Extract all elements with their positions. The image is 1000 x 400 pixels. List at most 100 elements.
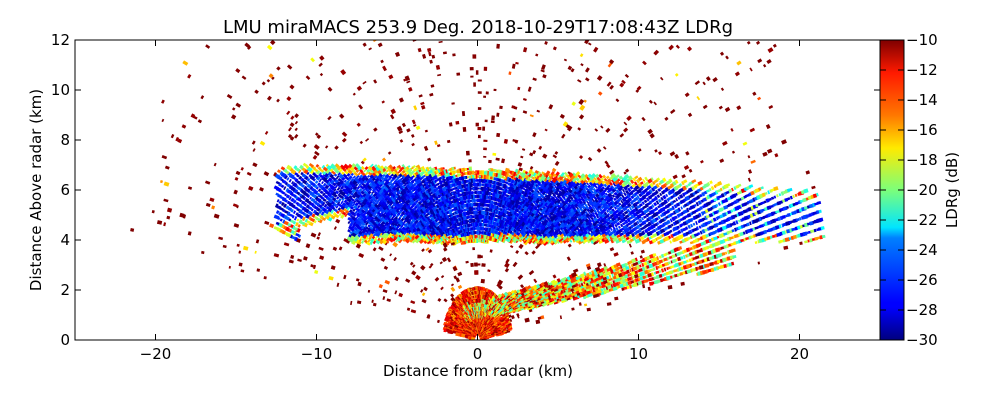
heatmap-cell (818, 209, 822, 214)
heatmap-cell (685, 263, 691, 269)
heatmap-cell (652, 256, 658, 262)
heatmap-cell (608, 277, 614, 282)
heatmap-cell (679, 272, 684, 276)
heatmap-cell (567, 65, 573, 71)
heatmap-cell (655, 270, 660, 274)
heatmap-cell (477, 134, 481, 139)
heatmap-cell (671, 258, 677, 264)
heatmap-cell (589, 289, 594, 294)
heatmap-cell (629, 268, 632, 273)
heatmap-cell (462, 126, 467, 132)
heatmap-cell (584, 67, 590, 73)
heatmap-cell (461, 110, 466, 117)
heatmap-cell (688, 168, 693, 173)
heatmap-cell (522, 47, 528, 53)
heatmap-cell (683, 260, 687, 264)
heatmap-cell (786, 212, 791, 217)
heatmap-cell (600, 288, 604, 292)
heatmap-cell (794, 226, 798, 231)
heatmap-cell (538, 145, 543, 150)
heatmap-cell (694, 80, 701, 86)
heatmap-cell (671, 254, 676, 259)
heatmap-cell (697, 232, 701, 236)
heatmap-cell (594, 128, 599, 132)
heatmap-cell (786, 187, 793, 193)
heatmap-cell (511, 63, 516, 69)
heatmap-cell (510, 314, 515, 320)
heatmap-cell (776, 194, 779, 198)
heatmap-cell (475, 122, 479, 127)
heatmap-cell (702, 81, 706, 86)
heatmap-cell (747, 214, 751, 219)
heatmap-cell (612, 280, 616, 284)
heatmap-cell (705, 76, 711, 82)
heatmap-cell (480, 278, 485, 284)
heatmap-cell (451, 102, 455, 105)
heatmap-cell (656, 194, 661, 199)
heatmap-cell (715, 247, 720, 253)
heatmap-cell (649, 268, 655, 272)
heatmap-cell (508, 71, 512, 75)
heatmap-cell (580, 63, 584, 67)
heatmap-cell (481, 263, 486, 267)
heatmap-cell (515, 61, 519, 65)
heatmap-cell (757, 261, 761, 265)
heatmap-cell (542, 153, 548, 159)
heatmap-cell (522, 98, 527, 101)
heatmap-cell (635, 264, 640, 270)
heatmap-cell (413, 105, 418, 111)
heatmap-cell (768, 104, 774, 110)
heatmap-cell (774, 153, 779, 158)
heatmap-cell (815, 210, 820, 215)
heatmap-cell (415, 125, 421, 131)
heatmap-cell (570, 291, 576, 297)
heatmap-cell (647, 272, 653, 278)
heatmap-cell (648, 263, 654, 269)
heatmap-cell (544, 128, 548, 132)
heatmap-cell (641, 266, 646, 272)
heatmap-cell (687, 112, 693, 118)
heatmap-cell (586, 307, 591, 312)
heatmap-cell (702, 269, 708, 275)
heatmap-cell (764, 191, 768, 196)
heatmap-cell (512, 138, 517, 143)
heatmap-cell (796, 225, 801, 230)
heatmap-cell (413, 124, 417, 127)
heatmap-cell (528, 270, 535, 276)
heatmap-cell (517, 274, 524, 280)
heatmap-cell (778, 193, 782, 197)
heatmap-cell (515, 250, 520, 254)
heatmap-cell (465, 150, 470, 156)
heatmap-cell (813, 228, 817, 233)
heatmap-cell (766, 220, 772, 226)
heatmap-cell (429, 59, 433, 64)
heatmap-cell (627, 273, 631, 277)
heatmap-cell (637, 148, 642, 152)
heatmap-cell (806, 231, 809, 235)
heatmap-cell (577, 79, 582, 83)
heatmap-cell (768, 204, 774, 209)
heatmap-cell (533, 278, 538, 284)
heatmap-cell (424, 129, 428, 133)
heatmap-cell (477, 126, 482, 131)
heatmap-cell (563, 58, 568, 62)
heatmap-cell (437, 73, 442, 77)
heatmap-cell (672, 174, 678, 180)
heatmap-cell (730, 214, 736, 220)
heatmap-cell (716, 235, 720, 239)
heatmap-cell (719, 158, 725, 163)
heatmap-cell (423, 145, 429, 152)
heatmap-cell (427, 157, 432, 162)
heatmap-cell (465, 260, 469, 264)
heatmap-cell (639, 271, 645, 277)
heatmap-cell (610, 281, 613, 285)
heatmap-cell (684, 92, 690, 98)
heatmap-cell (762, 64, 767, 68)
heatmap-cell (734, 71, 741, 77)
heatmap-cell (675, 198, 679, 202)
heatmap-cell (810, 229, 816, 234)
heatmap-cell (710, 267, 715, 273)
heatmap-cell (658, 151, 662, 156)
heatmap-cell (600, 125, 604, 129)
heatmap-cell (487, 269, 491, 273)
